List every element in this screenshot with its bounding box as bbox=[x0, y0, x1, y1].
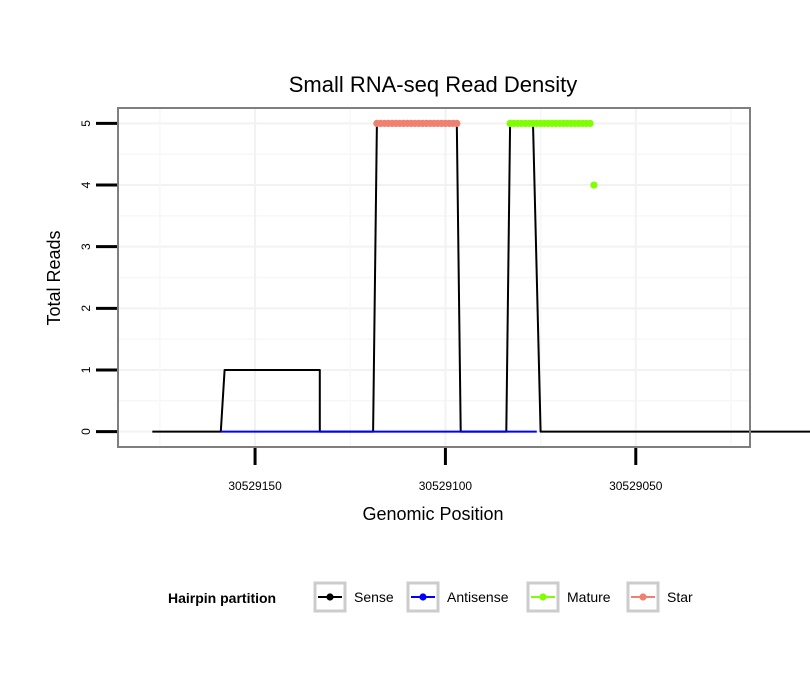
series-mature-point bbox=[590, 181, 598, 189]
y-tick-label: 0 bbox=[79, 428, 93, 435]
legend-key-antisense-point bbox=[419, 593, 427, 601]
x-tick-label: 30529100 bbox=[419, 479, 473, 493]
y-tick-label: 3 bbox=[79, 243, 93, 250]
plot-panel-border bbox=[117, 107, 751, 448]
y-axis: 0 1 2 3 4 5 bbox=[79, 120, 117, 435]
legend-label-mature: Mature bbox=[567, 589, 611, 605]
legend-label-antisense: Antisense bbox=[447, 589, 509, 605]
series-mature-point bbox=[586, 119, 594, 128]
legend-title: Hairpin partition bbox=[168, 590, 276, 606]
legend-key-mature-point bbox=[539, 593, 547, 601]
legend-label-star: Star bbox=[667, 589, 693, 605]
y-tick-label: 5 bbox=[79, 120, 93, 127]
x-axis-label: Genomic Position bbox=[362, 504, 503, 524]
y-tick-label: 1 bbox=[79, 366, 93, 373]
y-tick-label: 2 bbox=[79, 305, 93, 312]
x-tick-label: 30529150 bbox=[228, 479, 282, 493]
legend-label-sense: Sense bbox=[354, 589, 394, 605]
series-star-point bbox=[453, 119, 461, 128]
grid-lines bbox=[118, 108, 750, 447]
y-tick-label: 4 bbox=[79, 181, 93, 188]
x-tick-label: 30529050 bbox=[609, 479, 663, 493]
legend-key-sense-point bbox=[326, 593, 334, 601]
x-axis: 30529150 30529100 30529050 bbox=[228, 448, 663, 493]
y-axis-label: Total Reads bbox=[44, 230, 64, 325]
series-points bbox=[373, 119, 598, 189]
chart-title: Small RNA-seq Read Density bbox=[289, 72, 578, 97]
legend-key-star-point bbox=[639, 593, 647, 601]
legend: Hairpin partition Sense Antisense Mature St… bbox=[168, 581, 693, 613]
